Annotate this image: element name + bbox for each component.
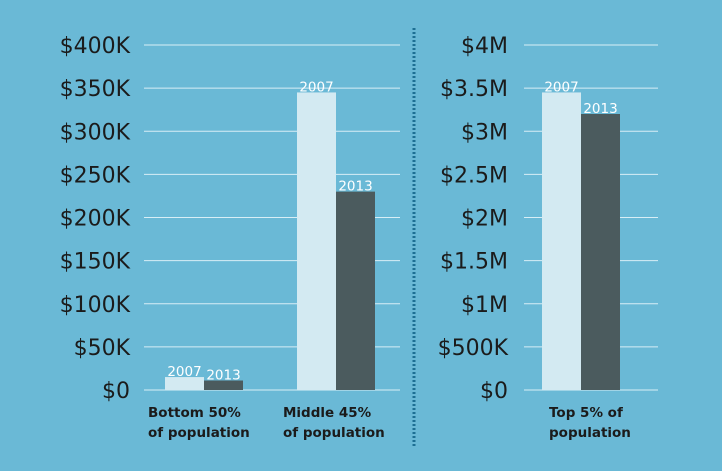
y-tick-label: $100K — [60, 293, 131, 318]
y-tick-label: $200K — [60, 207, 131, 232]
bar-series-label: 2007 — [299, 79, 333, 95]
bar-series-label: 2013 — [206, 368, 240, 384]
bar-2013 — [581, 114, 620, 390]
y-tick-label: $400K — [60, 34, 131, 59]
y-tick-label: $2M — [461, 207, 508, 232]
category-label: of population — [283, 425, 385, 441]
y-tick-label: $150K — [60, 250, 131, 275]
bar-series-label: 2007 — [167, 364, 201, 380]
bar-series-label: 2013 — [338, 179, 372, 195]
chart-panel-left: $0 $50K $100K $150K $200K $250K $300K $350K $400… — [60, 34, 400, 441]
y-tick-label: $300K — [60, 120, 131, 145]
bar-series-label: 2013 — [583, 101, 617, 117]
bar-2013 — [336, 191, 375, 390]
y-tick-label: $1M — [461, 293, 508, 318]
category-label: of population — [148, 425, 250, 441]
bar-2013 — [204, 380, 243, 390]
chart-panel-right: $0 $500K $1M $1.5M $2M $2.5M $3M $3.5M $4M 2007 20… — [438, 34, 658, 441]
bar-2007 — [165, 377, 204, 390]
y-tick-label: $2.5M — [440, 163, 508, 188]
y-tick-label: $350K — [60, 77, 131, 102]
y-tick-label: $0 — [102, 379, 130, 404]
y-tick-label: $0 — [480, 379, 508, 404]
y-tick-label: $50K — [74, 336, 131, 361]
y-tick-label: $250K — [60, 163, 131, 188]
category-label: Top 5% of — [549, 405, 623, 421]
y-tick-label: $3.5M — [440, 77, 508, 102]
bar-2007 — [297, 92, 336, 390]
y-tick-label: $1.5M — [440, 250, 508, 275]
category-label: Middle 45% — [283, 405, 372, 421]
category-label: population — [549, 425, 631, 441]
bar-2007 — [542, 92, 581, 390]
y-tick-label: $3M — [461, 120, 508, 145]
y-tick-label: $4M — [461, 34, 508, 59]
bar-series-label: 2007 — [544, 79, 578, 95]
y-tick-label: $500K — [438, 336, 509, 361]
category-label: Bottom 50% — [148, 405, 241, 421]
